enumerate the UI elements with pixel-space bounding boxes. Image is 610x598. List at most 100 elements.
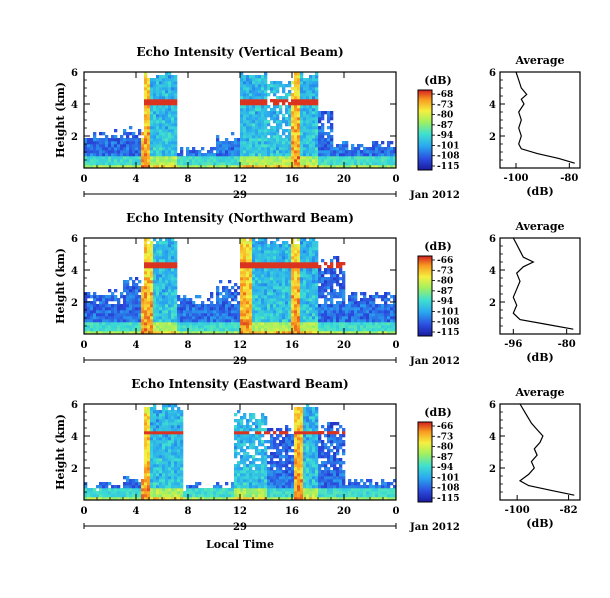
heatmap-cell xyxy=(129,307,133,311)
heatmap-cell xyxy=(294,304,298,308)
heatmap-cell xyxy=(387,310,391,314)
heatmap-cell xyxy=(111,328,115,332)
heatmap-cell xyxy=(168,482,172,486)
heatmap-cell xyxy=(189,298,193,302)
heatmap-cell xyxy=(324,262,328,266)
heatmap-cell xyxy=(372,304,376,308)
heatmap-cell xyxy=(393,310,397,314)
heatmap-cell xyxy=(186,488,190,492)
heatmap-cell xyxy=(90,162,94,166)
heatmap-cell xyxy=(309,165,313,169)
heatmap-cell xyxy=(249,114,253,118)
heatmap-cell xyxy=(297,144,301,148)
heatmap-cell xyxy=(147,256,151,260)
heatmap-cell xyxy=(291,241,295,245)
heatmap-cell xyxy=(171,147,175,151)
heatmap-cell xyxy=(162,289,166,293)
heatmap-cell xyxy=(144,84,148,88)
heatmap-cell xyxy=(162,105,166,109)
heatmap-cell xyxy=(279,274,283,278)
heatmap-cell xyxy=(240,108,244,112)
heatmap-cell xyxy=(273,310,277,314)
heatmap-cell xyxy=(138,280,142,284)
heatmap-cell xyxy=(252,93,256,97)
heatmap-cell xyxy=(174,464,178,468)
heatmap-cell xyxy=(312,156,316,160)
panel-title: Echo Intensity (Vertical Beam) xyxy=(136,45,343,59)
heatmap-cell xyxy=(159,156,163,160)
heatmap-cell xyxy=(165,455,169,459)
heatmap-cell xyxy=(348,162,352,166)
heatmap-cell xyxy=(309,286,313,290)
heatmap-cell xyxy=(180,150,184,154)
heatmap-cell xyxy=(306,253,310,257)
heatmap-cell xyxy=(318,307,322,311)
heatmap-cell xyxy=(105,328,109,332)
heatmap-cell xyxy=(294,274,298,278)
heatmap-cell xyxy=(165,138,169,142)
heatmap-cell xyxy=(228,307,232,311)
heatmap-cell xyxy=(168,247,172,251)
heatmap-cell xyxy=(141,138,145,142)
heatmap-cell xyxy=(147,138,151,142)
heatmap-cell xyxy=(261,289,265,293)
heatmap-cell xyxy=(240,440,244,444)
heatmap-cell xyxy=(156,328,160,332)
heatmap-cell xyxy=(264,78,268,82)
heatmap-cell xyxy=(234,473,238,477)
heatmap-cell xyxy=(147,488,151,492)
heatmap-cell xyxy=(147,410,151,414)
heatmap-cell xyxy=(192,485,196,489)
heatmap-cell xyxy=(264,461,268,465)
heatmap-cell xyxy=(297,331,301,335)
heatmap-cell xyxy=(327,153,331,157)
heatmap-cell xyxy=(261,256,265,260)
heatmap-cell xyxy=(240,307,244,311)
heatmap-cell xyxy=(120,304,124,308)
heatmap-cell xyxy=(360,153,364,157)
heatmap-cell xyxy=(243,120,247,124)
heatmap-cell xyxy=(87,328,91,332)
heatmap-cell xyxy=(363,295,367,299)
heatmap-cell xyxy=(306,126,310,130)
heatmap-cell xyxy=(153,446,157,450)
heatmap-cell xyxy=(87,301,91,305)
average-frame xyxy=(499,237,581,335)
heatmap-cell xyxy=(291,259,295,263)
heatmap-cell xyxy=(165,72,169,76)
heatmap-cell xyxy=(267,479,271,483)
heatmap-cell xyxy=(255,316,259,320)
heatmap-cell xyxy=(375,292,379,296)
heatmap-cell xyxy=(303,292,307,296)
heatmap-cell xyxy=(144,153,148,157)
heatmap-cell xyxy=(153,307,157,311)
heatmap-cell xyxy=(333,328,337,332)
heatmap-cell xyxy=(303,253,307,257)
heatmap-cell xyxy=(150,153,154,157)
heatmap-cell xyxy=(264,301,268,305)
heatmap-cell xyxy=(114,322,118,326)
heatmap-cell xyxy=(306,96,310,100)
heatmap-cell xyxy=(144,277,148,281)
heatmap-cell xyxy=(165,476,169,480)
heatmap-cell xyxy=(165,165,169,169)
heatmap-cell xyxy=(240,473,244,477)
heatmap-cell xyxy=(309,283,313,287)
heatmap-cell xyxy=(120,322,124,326)
heatmap-cell xyxy=(327,319,331,323)
heatmap-cell xyxy=(180,162,184,166)
heatmap-cell xyxy=(174,494,178,498)
heatmap-cell xyxy=(174,141,178,145)
heatmap-cell xyxy=(168,265,172,269)
heatmap-cell xyxy=(168,114,172,118)
heatmap-cell xyxy=(144,413,148,417)
heatmap-cell xyxy=(132,150,136,154)
heatmap-cell xyxy=(147,416,151,420)
heatmap-cell xyxy=(222,316,226,320)
heatmap-cell xyxy=(225,289,229,293)
heatmap-cell xyxy=(315,114,319,118)
heatmap-cell xyxy=(330,286,334,290)
heatmap-cell xyxy=(147,123,151,127)
heatmap-cell xyxy=(147,485,151,489)
heatmap-cell xyxy=(378,307,382,311)
